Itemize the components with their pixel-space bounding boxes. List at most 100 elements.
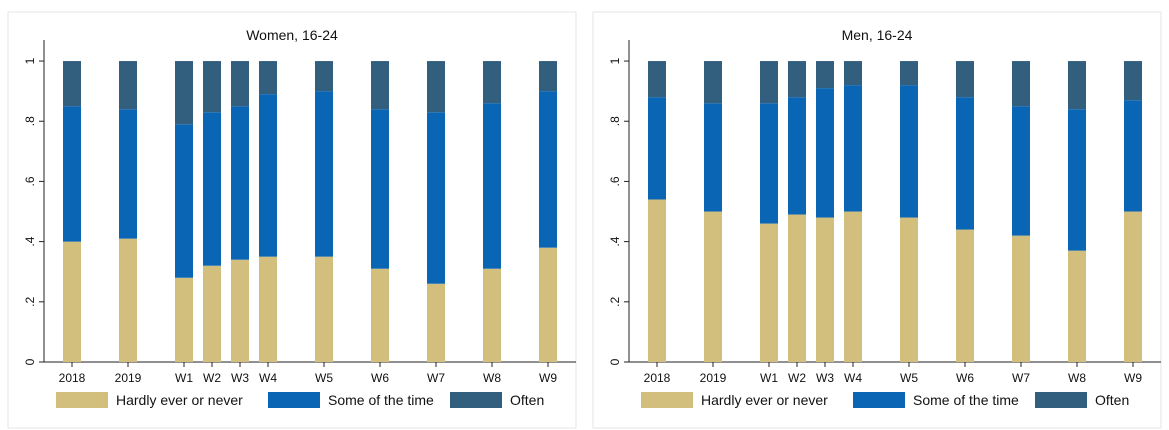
- bar-often-w1: [760, 61, 778, 104]
- y-tick-label: .8: [23, 116, 37, 126]
- x-tick-label: W6: [956, 371, 974, 385]
- x-tick-label: W5: [900, 371, 918, 385]
- bar-often-w9: [539, 61, 557, 92]
- bar-some-of-the-time-w1: [175, 124, 193, 278]
- bar-some-of-the-time-2019: [119, 109, 137, 239]
- x-tick-label: W9: [1124, 371, 1142, 385]
- bar-often-w3: [231, 61, 249, 107]
- bar-some-of-the-time-w5: [900, 85, 918, 218]
- bar-hardly-ever-or-never-w5: [900, 217, 918, 362]
- legend-label: Hardly ever or never: [701, 392, 828, 408]
- bar-hardly-ever-or-never-w2: [788, 214, 806, 362]
- bar-hardly-ever-or-never-w6: [371, 268, 389, 362]
- bar-often-2019: [704, 61, 722, 104]
- bar-often-w2: [203, 61, 221, 113]
- bar-some-of-the-time-w6: [956, 97, 974, 230]
- bar-hardly-ever-or-never-w2: [203, 265, 221, 362]
- panel-men: Men, 16-24 0 .2 .4 .6 .8 1 2018 2019 W1 W2 W3 W4 W5 W6…: [585, 0, 1169, 430]
- x-tick-label: W1: [760, 371, 778, 385]
- x-tick-label: 2018: [644, 371, 671, 385]
- y-tick-label: .6: [608, 176, 622, 186]
- chart-women-16-24: Women, 16-24 0 .2 .4 .6 .8 1 2018 2019 W1 W2 W3 W4 W5…: [7, 11, 577, 429]
- legend-label: Often: [1095, 392, 1129, 408]
- bar-often-w5: [315, 61, 333, 92]
- y-tick-label: .8: [608, 116, 622, 126]
- bar-hardly-ever-or-never-w5: [315, 256, 333, 362]
- chart-men-16-24: Men, 16-24 0 .2 .4 .6 .8 1 2018 2019 W1 W2 W3 W4 W5 W6…: [592, 11, 1162, 429]
- y-tick-label: 1: [23, 57, 37, 64]
- y-tick-label: 1: [608, 57, 622, 64]
- bar-often-w9: [1124, 61, 1142, 101]
- bar-hardly-ever-or-never-w8: [483, 268, 501, 362]
- bar-hardly-ever-or-never-w6: [956, 229, 974, 362]
- bar-hardly-ever-or-never-2019: [704, 211, 722, 362]
- bar-some-of-the-time-2018: [63, 106, 81, 242]
- bar-hardly-ever-or-never-2018: [648, 199, 666, 362]
- bar-often-w7: [1012, 61, 1030, 107]
- bar-hardly-ever-or-never-w1: [760, 223, 778, 362]
- x-tick-label: W5: [315, 371, 333, 385]
- bar-some-of-the-time-w2: [203, 112, 221, 266]
- bar-often-w8: [483, 61, 501, 104]
- x-tick-label: W2: [203, 371, 221, 385]
- bar-some-of-the-time-2019: [704, 103, 722, 212]
- x-tick-label: W7: [427, 371, 445, 385]
- bar-hardly-ever-or-never-w9: [1124, 211, 1142, 362]
- x-tick-label: W8: [483, 371, 501, 385]
- bar-often-2018: [648, 61, 666, 98]
- panel-frame: [592, 11, 1162, 429]
- x-tick-label: 2019: [115, 371, 142, 385]
- legend-swatch: [853, 392, 905, 408]
- x-tick-label: W3: [231, 371, 249, 385]
- legend-swatch: [1035, 392, 1087, 408]
- bar-some-of-the-time-w9: [1124, 100, 1142, 212]
- bar-some-of-the-time-w1: [760, 103, 778, 224]
- x-tick-label: W8: [1068, 371, 1086, 385]
- bar-often-w8: [1068, 61, 1086, 110]
- bar-some-of-the-time-w2: [788, 97, 806, 215]
- x-tick-label: W3: [816, 371, 834, 385]
- y-tick-label: .4: [23, 236, 37, 246]
- chart-title: Men, 16-24: [842, 27, 913, 43]
- y-tick-label: .4: [608, 236, 622, 246]
- bar-hardly-ever-or-never-w1: [175, 277, 193, 362]
- bar-hardly-ever-or-never-w7: [427, 283, 445, 362]
- bar-hardly-ever-or-never-w3: [231, 259, 249, 362]
- bar-hardly-ever-or-never-w9: [539, 247, 557, 362]
- y-tick-label: .2: [23, 296, 37, 306]
- bar-hardly-ever-or-never-w3: [816, 217, 834, 362]
- x-tick-label: W9: [539, 371, 557, 385]
- x-tick-label: W7: [1012, 371, 1030, 385]
- x-tick-label: 2018: [59, 371, 86, 385]
- bar-some-of-the-time-w7: [1012, 106, 1030, 236]
- bar-some-of-the-time-w9: [539, 91, 557, 248]
- bar-often-w6: [956, 61, 974, 98]
- x-tick-label: W4: [259, 371, 277, 385]
- bar-often-w5: [900, 61, 918, 86]
- bar-often-w3: [816, 61, 834, 89]
- chart-title: Women, 16-24: [246, 27, 338, 43]
- legend-label: Hardly ever or never: [116, 392, 243, 408]
- panel-women: Women, 16-24 0 .2 .4 .6 .8 1 2018 2019 W1 W2 W3 W4 W5…: [0, 0, 584, 430]
- bar-hardly-ever-or-never-2018: [63, 241, 81, 362]
- bar-some-of-the-time-w4: [259, 94, 277, 257]
- bar-often-w7: [427, 61, 445, 113]
- bar-some-of-the-time-w5: [315, 91, 333, 257]
- x-tick-label: W2: [788, 371, 806, 385]
- legend-label: Often: [510, 392, 544, 408]
- bar-some-of-the-time-w8: [1068, 109, 1086, 251]
- bar-hardly-ever-or-never-w8: [1068, 250, 1086, 362]
- legend-swatch: [641, 392, 693, 408]
- bar-often-2019: [119, 61, 137, 110]
- bar-some-of-the-time-w6: [371, 109, 389, 269]
- x-tick-label: W6: [371, 371, 389, 385]
- bar-some-of-the-time-w3: [816, 88, 834, 218]
- bar-some-of-the-time-w8: [483, 103, 501, 269]
- bar-some-of-the-time-w4: [844, 85, 862, 212]
- bar-some-of-the-time-2018: [648, 97, 666, 200]
- bar-hardly-ever-or-never-w4: [259, 256, 277, 362]
- bar-often-w2: [788, 61, 806, 98]
- legend-swatch: [450, 392, 502, 408]
- legend-swatch: [56, 392, 108, 408]
